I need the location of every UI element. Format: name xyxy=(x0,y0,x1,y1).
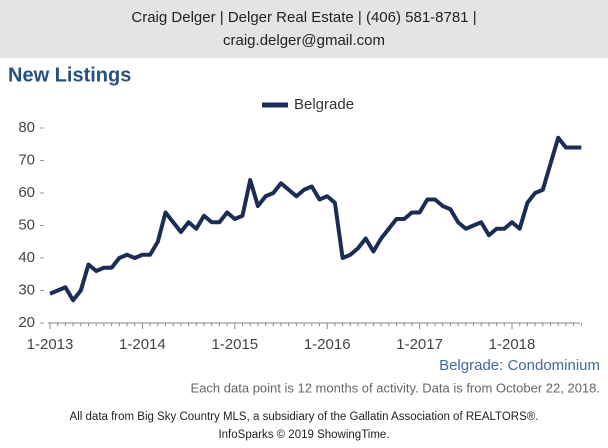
x-tick-label: 1-2014 xyxy=(119,336,166,353)
x-tick-label: 1-2018 xyxy=(489,336,536,353)
x-tick-label: 1-2017 xyxy=(396,336,443,353)
legend-label: Belgrade xyxy=(294,96,354,113)
chart-title: New Listings xyxy=(8,64,131,86)
y-tick-label: 20 xyxy=(18,314,35,331)
note: Each data point is 12 months of activity… xyxy=(191,380,600,395)
header-line: Craig Delger | Delger Real Estate | (406… xyxy=(131,9,476,26)
y-tick-label: 70 xyxy=(18,151,35,168)
footer-line: InfoSparks © 2019 ShowingTime. xyxy=(218,429,389,441)
x-tick-label: 1-2013 xyxy=(27,336,74,353)
caption: Belgrade: Condominium xyxy=(439,357,600,374)
y-tick-label: 80 xyxy=(18,119,35,136)
header-line: craig.delger@gmail.com xyxy=(223,32,385,49)
y-tick-label: 30 xyxy=(18,281,35,298)
series-line xyxy=(49,135,582,303)
footer-line: All data from Big Sky Country MLS, a sub… xyxy=(70,411,539,423)
header-band xyxy=(0,0,608,58)
x-tick-label: 1-2015 xyxy=(211,336,258,353)
y-tick-label: 60 xyxy=(18,184,35,201)
x-tick-label: 1-2016 xyxy=(304,336,351,353)
y-tick-label: 50 xyxy=(18,216,35,233)
y-tick-label: 40 xyxy=(18,249,35,266)
